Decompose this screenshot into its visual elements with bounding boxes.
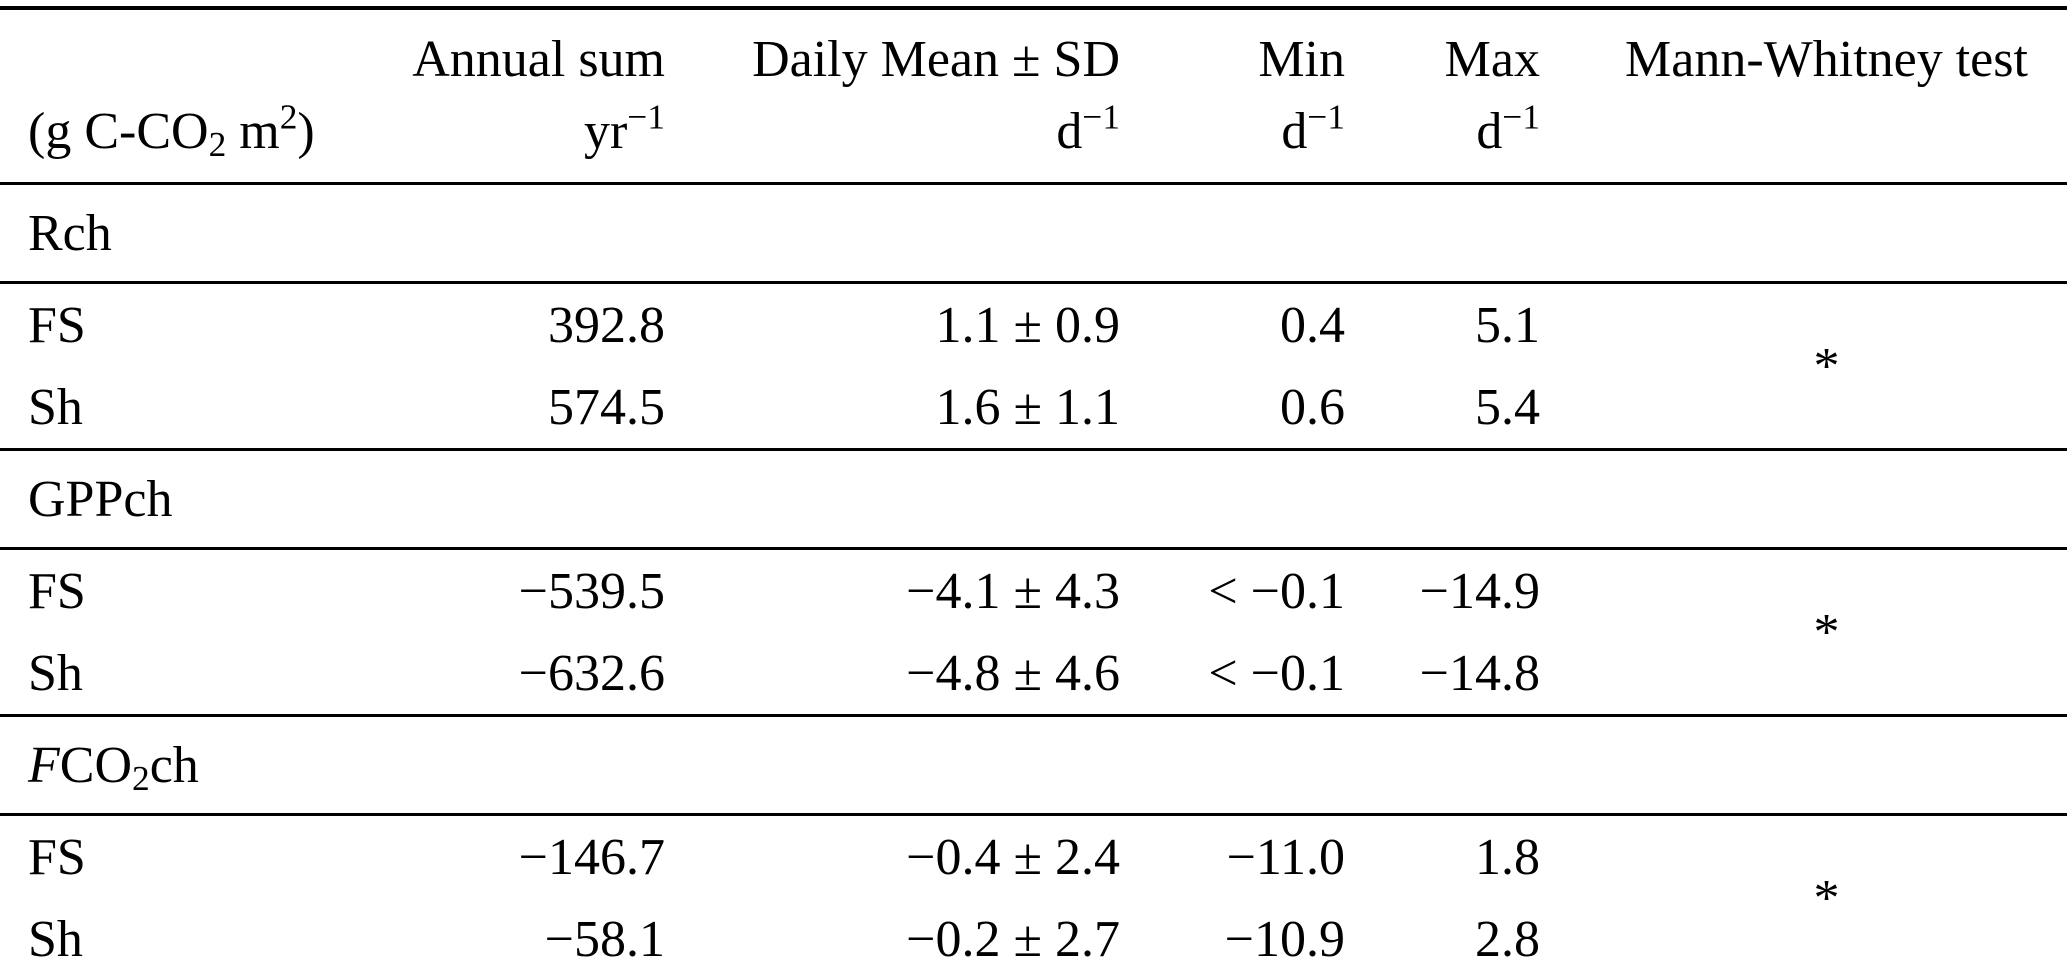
max-value: −14.9 [1419,562,1540,620]
min-value: < −0.1 [1208,644,1345,702]
table-header-row: (g C-CO2 m2) Annual sum yr−1 Daily Mean … [0,8,2067,184]
annual-sum-value: 574.5 [548,378,665,436]
treatment-label: Sh [28,378,83,436]
table-row: FS −539.5 −4.1 ± 4.3 < −0.1 −14.9 * [0,549,2067,661]
max-value: 5.4 [1475,378,1540,436]
annual-sum-value: −58.1 [544,910,665,967]
max-value: 1.8 [1475,828,1540,886]
annual-sum-value: 392.8 [548,296,665,354]
daily-mean-sd-value: −4.8 ± 4.6 [906,644,1120,702]
treatment-label: Sh [28,644,83,702]
daily-mean-sd-value: −4.1 ± 4.3 [906,562,1120,620]
max-value: −14.8 [1419,644,1540,702]
mann-whitney-significance: * [1813,869,1840,927]
annual-sum-value: −146.7 [518,828,665,886]
annual-sum-value: −632.6 [518,644,665,702]
header-mann-whitney: Mann-Whitney test [1625,31,2028,88]
table-row: Sh −58.1 −0.2 ± 2.7 −10.9 2.8 [0,898,2067,967]
table-row: Sh −632.6 −4.8 ± 4.6 < −0.1 −14.8 [0,632,2067,716]
section-label-rch: Rch [28,204,112,262]
table-row: Sh 574.5 1.6 ± 1.1 0.6 5.4 [0,366,2067,450]
min-value: −11.0 [1226,828,1345,886]
section-label-fco2ch: FCO2ch [28,736,199,798]
section-header-fco2ch: FCO2ch [0,716,2067,815]
daily-mean-sd-value: −0.2 ± 2.7 [906,910,1120,967]
header-min: Min d−1 [1258,31,1345,160]
mann-whitney-significance: * [1813,337,1840,395]
min-value: < −0.1 [1208,562,1345,620]
daily-mean-sd-value: 1.6 ± 1.1 [935,378,1120,436]
header-max: Max d−1 [1444,31,1540,160]
section-label-gppch: GPPch [28,470,173,528]
section-header-gppch: GPPch [0,450,2067,549]
min-value: −10.9 [1224,910,1345,967]
header-units-cell: (g C-CO2 m2) [0,8,340,184]
daily-mean-sd-value: 1.1 ± 0.9 [935,296,1120,354]
treatment-label: FS [28,828,86,886]
min-value: 0.4 [1280,296,1345,354]
treatment-label: FS [28,296,86,354]
treatment-label: FS [28,562,86,620]
header-daily-mean-sd: Daily Mean ± SD d−1 [752,31,1120,160]
co2-flux-summary-table: (g C-CO2 m2) Annual sum yr−1 Daily Mean … [0,6,2067,967]
mann-whitney-significance: * [1813,603,1840,661]
treatment-label: Sh [28,910,83,967]
min-value: 0.6 [1280,378,1345,436]
header-units-label: (g C-CO2 m2) [28,96,315,164]
max-value: 2.8 [1475,910,1540,967]
max-value: 5.1 [1475,296,1540,354]
table-row: FS −146.7 −0.4 ± 2.4 −11.0 1.8 * [0,815,2067,927]
table-row: FS 392.8 1.1 ± 0.9 0.4 5.1 * [0,283,2067,395]
section-header-rch: Rch [0,184,2067,283]
header-annual-sum: Annual sum yr−1 [412,31,665,160]
annual-sum-value: −539.5 [518,562,665,620]
daily-mean-sd-value: −0.4 ± 2.4 [906,828,1120,886]
